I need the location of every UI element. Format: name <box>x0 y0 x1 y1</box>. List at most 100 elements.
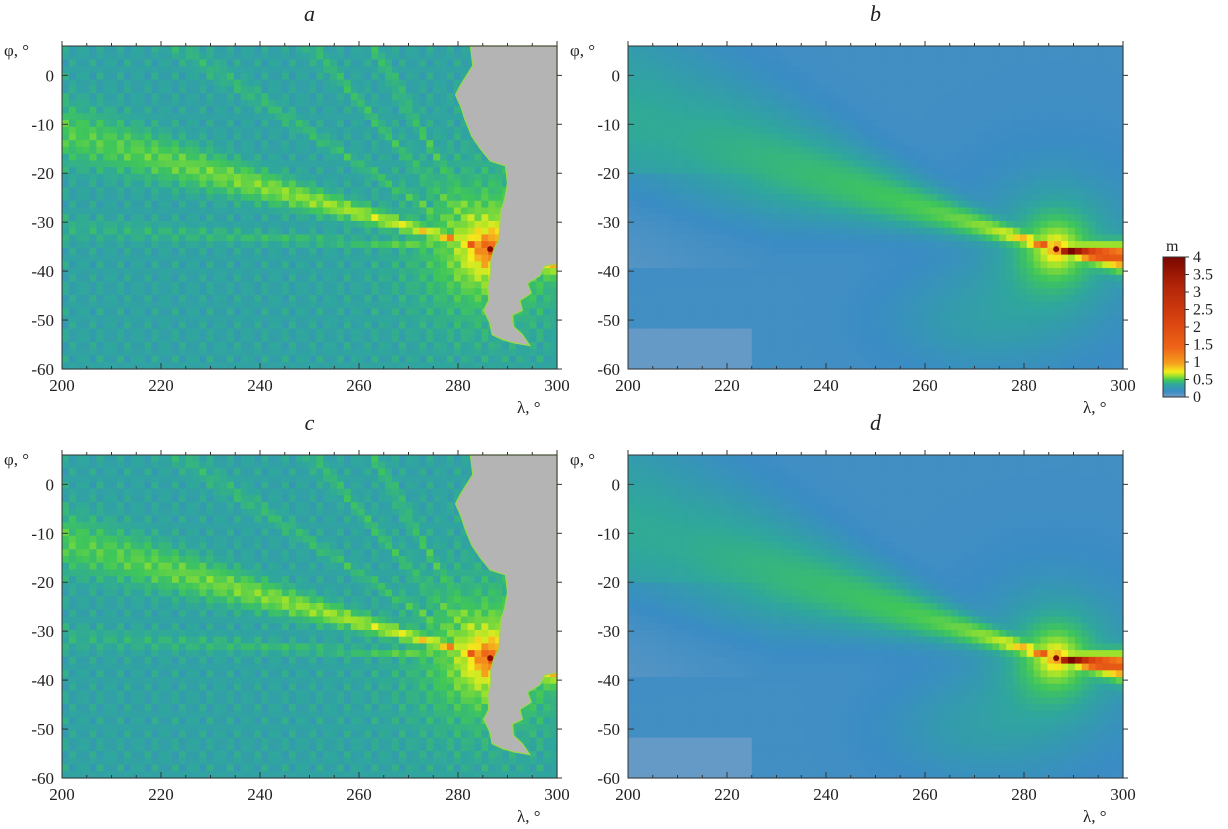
heatmap-cell <box>882 93 890 101</box>
heatmap-cell <box>295 126 304 135</box>
heatmap-cell <box>999 86 1007 94</box>
heatmap-cell <box>453 321 462 330</box>
heatmap-cell <box>144 220 152 229</box>
heatmap-cell <box>337 234 345 242</box>
heatmap-cell <box>172 294 180 303</box>
heatmap-cell <box>433 335 441 343</box>
heatmap-cell <box>130 194 139 202</box>
heatmap-cell <box>151 315 159 323</box>
heatmap-cell <box>930 126 938 135</box>
heatmap-cell <box>641 140 650 148</box>
heatmap-cell <box>827 160 835 168</box>
heatmap-cell <box>676 160 684 168</box>
heatmap-cell <box>827 66 835 74</box>
heatmap-cell <box>550 301 558 310</box>
heatmap-cell <box>233 308 242 316</box>
heatmap-cell <box>103 167 111 175</box>
heatmap-cell <box>543 308 551 316</box>
heatmap-cell <box>357 261 366 269</box>
heatmap-cell <box>1047 120 1055 128</box>
heatmap-cell <box>68 301 77 310</box>
heatmap-cell <box>275 59 283 67</box>
heatmap-cell <box>213 153 221 161</box>
heatmap-cell <box>1013 146 1021 155</box>
heatmap-cell <box>378 254 386 262</box>
heatmap-cell <box>316 146 324 155</box>
heatmap-cell <box>364 355 372 363</box>
heatmap-cell <box>1102 113 1110 121</box>
heatmap-cell <box>282 187 290 195</box>
heatmap-cell <box>958 126 966 135</box>
heatmap-cell <box>68 362 77 370</box>
heatmap-cell <box>254 167 262 175</box>
heatmap-cell <box>192 274 201 283</box>
heatmap-cell <box>1054 160 1062 168</box>
heatmap-cell <box>144 362 152 370</box>
heatmap-cell <box>419 315 427 323</box>
heatmap-cell <box>412 254 421 262</box>
heatmap-cell <box>460 160 469 168</box>
heatmap-cell <box>724 93 732 101</box>
heatmap-cell <box>247 133 256 141</box>
heatmap-cell <box>419 187 427 195</box>
heatmap-cell <box>634 160 643 168</box>
heatmap-cell <box>68 241 77 249</box>
heatmap-cell <box>227 301 235 310</box>
heatmap-cell <box>738 180 746 188</box>
heatmap-cell <box>1033 72 1042 81</box>
heatmap-cell <box>110 79 118 87</box>
heatmap-cell <box>309 187 317 195</box>
heatmap-cell <box>357 126 366 135</box>
y-tick-label: 0 <box>46 66 55 85</box>
heatmap-cell <box>130 355 139 363</box>
heatmap-cell <box>165 180 173 188</box>
heatmap-cell <box>309 79 317 87</box>
heatmap-cell <box>62 335 70 343</box>
heatmap-cell <box>68 194 77 202</box>
heatmap-cell <box>1074 140 1083 148</box>
heatmap-cell <box>172 146 180 155</box>
heatmap-cell <box>62 281 70 289</box>
heatmap-cell <box>758 180 767 188</box>
heatmap-cell <box>779 72 787 81</box>
heatmap-cell <box>786 59 794 67</box>
heatmap-cell <box>419 348 427 357</box>
heatmap-cell <box>165 241 173 249</box>
heatmap-cell <box>364 59 372 67</box>
heatmap-cell <box>323 254 331 262</box>
heatmap-cell <box>75 301 84 310</box>
heatmap-cell <box>536 321 544 330</box>
heatmap-cell <box>515 355 524 363</box>
heatmap-cell <box>689 72 698 81</box>
heatmap-cell <box>227 362 235 370</box>
heatmap-cell <box>123 254 132 262</box>
heatmap-cell <box>220 46 228 54</box>
heatmap-cell <box>309 173 317 182</box>
heatmap-cell <box>861 126 870 135</box>
heatmap-cell <box>275 241 283 249</box>
heatmap-cell <box>453 254 462 262</box>
heatmap-cell <box>841 113 849 121</box>
heatmap-cell <box>985 120 993 128</box>
heatmap-cell <box>323 187 331 195</box>
heatmap-cell <box>192 86 201 94</box>
heatmap-cell <box>689 113 698 121</box>
heatmap-cell <box>958 52 966 61</box>
heatmap-cell <box>508 355 517 363</box>
heatmap-cell <box>254 173 262 182</box>
heatmap-cell <box>412 234 421 242</box>
heatmap-cell <box>992 120 1000 128</box>
heatmap-cell <box>419 52 427 61</box>
heatmap-cell <box>937 113 945 121</box>
heatmap-cell <box>247 335 256 343</box>
heatmap-cell <box>323 294 331 303</box>
heatmap-cell <box>385 214 393 222</box>
heatmap-cell <box>268 301 276 310</box>
heatmap-cell <box>861 133 870 141</box>
heatmap-cell <box>392 52 400 61</box>
heatmap-cell <box>295 214 304 222</box>
heatmap-cell <box>323 220 331 229</box>
heatmap-cell <box>738 120 746 128</box>
heatmap-cell <box>110 220 118 229</box>
heatmap-cell <box>964 93 973 101</box>
